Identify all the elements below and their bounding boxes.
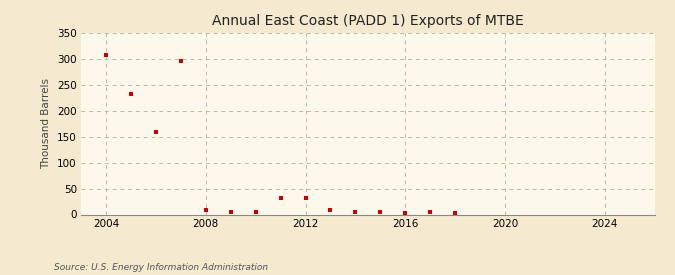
Point [400, 211, 410, 215]
Point [275, 196, 286, 200]
Point [200, 208, 211, 213]
Point [450, 211, 460, 216]
Title: Annual East Coast (PADD 1) Exports of MTBE: Annual East Coast (PADD 1) Exports of MT… [212, 14, 524, 28]
Point [101, 53, 111, 57]
Point [425, 210, 435, 214]
Point [225, 210, 236, 214]
Point [375, 210, 385, 214]
Point [325, 208, 336, 212]
Point [350, 210, 361, 214]
Point [176, 59, 186, 63]
Point [126, 92, 136, 97]
Point [151, 130, 161, 134]
Text: Source: U.S. Energy Information Administration: Source: U.S. Energy Information Administ… [54, 263, 268, 272]
Point [250, 210, 261, 214]
Y-axis label: Thousand Barrels: Thousand Barrels [42, 78, 51, 169]
Point [300, 196, 311, 200]
